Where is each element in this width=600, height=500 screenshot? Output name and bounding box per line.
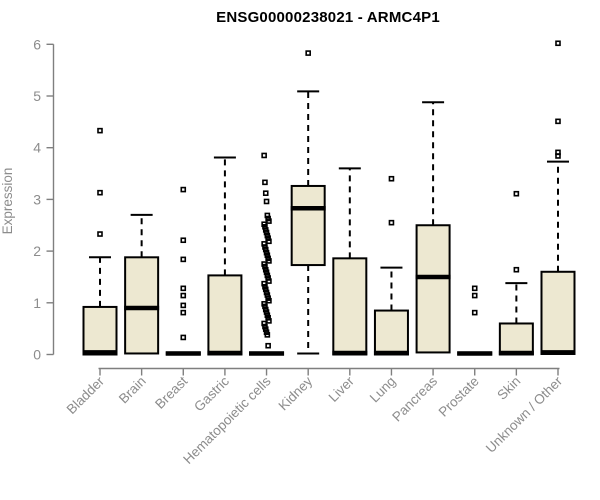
x-tick-label-breast: Breast [152,373,190,411]
outlier-point [180,334,187,341]
outlier-point [263,309,270,315]
outlier-point [264,292,271,298]
x-tick-label-liver: Liver [326,373,358,405]
y-tick-label: 5 [33,88,41,104]
iqr-box [207,274,243,356]
iqr-box [124,256,160,355]
outlier-point [305,50,311,56]
outlier-point [388,219,395,226]
outlier-point [513,266,520,273]
outlier-point [265,275,271,281]
outlier-point [266,318,272,324]
outlier-point [261,241,267,247]
outlier-point [264,332,271,338]
box-unknown-other [540,40,576,355]
outlier-point [263,229,270,236]
outlier-point [262,286,269,293]
outlier-point [263,198,270,205]
box-bladder [82,127,118,356]
x-tick-label-brain: Brain [116,374,149,407]
iqr-box [540,270,576,355]
box-liver [332,167,368,356]
box-prostate [457,285,493,356]
box-gastric [207,156,243,356]
outlier-point [471,292,478,299]
outlier-point [262,263,268,270]
outlier-point [262,179,268,186]
outlier-point [180,285,187,292]
x-tick-label-unknown-other: Unknown / Other [483,373,566,456]
outlier-point [513,190,520,197]
outlier-point [555,153,561,159]
iqr-box [332,257,368,356]
iqr-box [82,305,118,356]
outlier-point [265,235,271,241]
x-tick-label-pancreas: Pancreas [389,373,440,424]
outlier-point [263,269,270,276]
x-tick-label-kidney: Kidney [276,373,316,413]
outlier-point [180,237,187,244]
y-axis: 0 1 2 3 4 5 6 [33,36,55,363]
y-tick-label: 6 [33,36,41,52]
box-kidney [290,50,326,355]
outlier-point [180,186,187,193]
outlier-point [262,224,268,230]
outlier-point [266,218,272,224]
y-tick-label: 0 [33,347,41,363]
y-tick-label: 1 [33,295,41,311]
outlier-point [471,285,478,292]
box-brain [124,213,160,355]
box-lung [373,175,409,356]
x-tick-label-bladder: Bladder [64,373,108,417]
outlier-point [265,342,271,349]
outlier-point [262,246,269,253]
outlier-point [555,118,561,125]
iqr-box [290,184,326,267]
x-tick-label-skin: Skin [494,374,523,403]
outlier-point [261,152,267,159]
outlier-point [266,297,272,304]
outlier-point [262,326,269,332]
box-skin [498,190,534,356]
y-tick-label: 4 [33,140,41,156]
iqr-box [373,309,409,356]
outlier-point [180,256,187,263]
outlier-point [266,278,272,284]
outlier-point [97,189,103,196]
outlier-point [97,127,103,134]
outlier-point [180,302,187,309]
outlier-point [180,309,187,316]
outlier-point [261,280,267,287]
x-tick-label-gastric: Gastric [191,373,232,414]
box-pancreas [415,101,451,354]
outlier-point [262,190,269,196]
outlier-point [180,292,187,299]
iqr-box [415,224,451,354]
outlier-point [97,231,103,237]
outlier-point [261,320,267,327]
x-tick-label-lung: Lung [367,374,399,406]
outlier-point [264,212,271,219]
y-tick-label: 2 [33,243,41,259]
outlier-point [264,252,271,259]
x-tick-label-prostate: Prostate [436,374,482,420]
outlier-point [265,314,271,321]
outlier-point [266,258,272,264]
outlier-point [266,238,272,245]
outlier-point [555,40,561,47]
iqr-box [498,322,534,356]
chart-title: ENSG00000238021 - ARMC4P1 [216,9,440,26]
y-tick-label: 3 [33,191,41,207]
outlier-point [471,309,478,316]
box-hematopoietic-cells [249,152,285,356]
box-breast [165,186,201,356]
outlier-point [262,303,268,310]
outlier-point [388,175,395,182]
